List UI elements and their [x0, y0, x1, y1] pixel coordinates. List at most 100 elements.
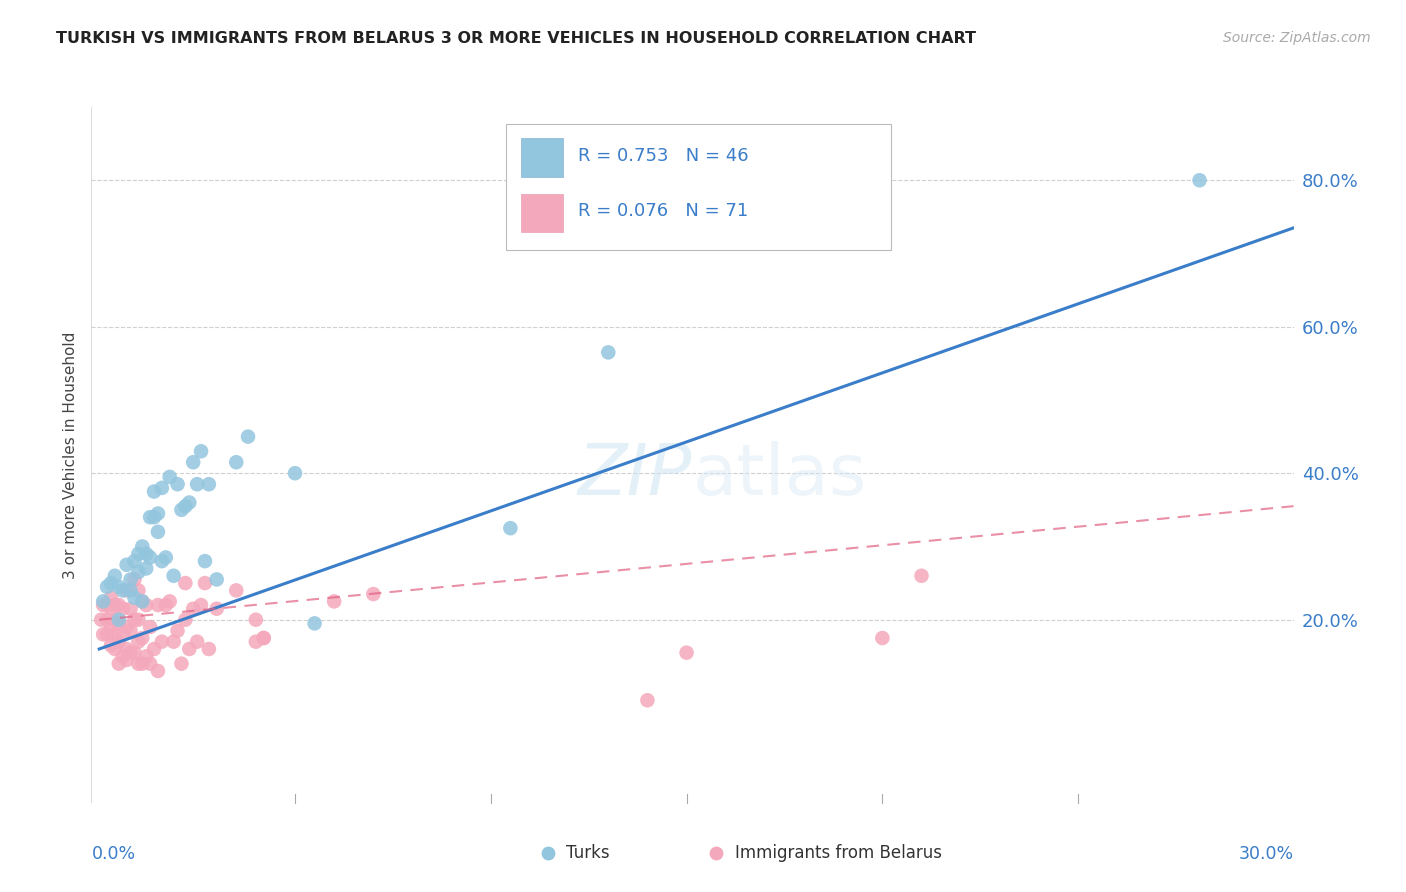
Point	[124, 613, 146, 627]
Point	[135, 561, 157, 575]
Text: 30.0%: 30.0%	[1239, 845, 1294, 863]
Point	[1188, 173, 1211, 187]
Point	[96, 598, 118, 612]
Point	[323, 594, 346, 608]
Point	[100, 601, 122, 615]
Text: Turks: Turks	[567, 844, 610, 862]
Bar	[520, 138, 562, 177]
Point	[194, 554, 217, 568]
Point	[124, 554, 146, 568]
Point	[159, 470, 181, 484]
Point	[245, 613, 267, 627]
Point	[111, 627, 134, 641]
Point	[146, 524, 169, 539]
Point	[181, 455, 204, 469]
Point	[96, 627, 118, 641]
Point	[155, 550, 177, 565]
Text: 0.0%: 0.0%	[91, 845, 135, 863]
Point	[174, 576, 197, 591]
Point	[127, 583, 149, 598]
Point	[131, 631, 153, 645]
Point	[127, 634, 149, 648]
Point	[91, 598, 114, 612]
Point	[174, 613, 197, 627]
Point	[198, 477, 221, 491]
Point	[120, 601, 142, 615]
Point	[190, 598, 212, 612]
Point	[245, 634, 267, 648]
Point	[127, 547, 149, 561]
Point	[198, 642, 221, 657]
Point	[205, 601, 228, 615]
Point	[124, 573, 146, 587]
Point	[120, 573, 142, 587]
Point	[166, 624, 188, 638]
Point	[170, 657, 193, 671]
Bar	[520, 194, 562, 232]
Point	[181, 601, 204, 615]
Point	[162, 568, 184, 582]
Point	[139, 550, 162, 565]
Point	[107, 616, 129, 631]
Point	[150, 554, 173, 568]
Point	[127, 657, 149, 671]
Point	[111, 583, 134, 598]
Point	[131, 594, 153, 608]
Point	[111, 601, 134, 615]
FancyBboxPatch shape	[506, 125, 891, 250]
Point	[107, 613, 129, 627]
Point	[150, 634, 173, 648]
Point	[107, 580, 129, 594]
Point	[135, 547, 157, 561]
Text: R = 0.753   N = 46: R = 0.753 N = 46	[578, 147, 749, 165]
Point	[115, 583, 138, 598]
Point	[150, 481, 173, 495]
Text: TURKISH VS IMMIGRANTS FROM BELARUS 3 OR MORE VEHICLES IN HOUSEHOLD CORRELATION C: TURKISH VS IMMIGRANTS FROM BELARUS 3 OR …	[56, 31, 976, 46]
Point	[91, 594, 114, 608]
Point	[174, 499, 197, 513]
Point	[598, 345, 620, 359]
Point	[304, 616, 326, 631]
Point	[124, 591, 146, 605]
Point	[143, 510, 166, 524]
Point	[96, 613, 118, 627]
Point	[131, 594, 153, 608]
Point	[127, 565, 149, 579]
Point	[910, 568, 932, 582]
Point	[194, 576, 217, 591]
Point	[115, 558, 138, 572]
Point	[135, 598, 157, 612]
Point	[205, 573, 228, 587]
Point	[104, 642, 127, 657]
Point	[100, 638, 122, 652]
Point	[225, 455, 247, 469]
Point	[139, 620, 162, 634]
Point	[146, 598, 169, 612]
Point	[139, 510, 162, 524]
Point	[124, 646, 146, 660]
Point	[253, 631, 276, 645]
Point	[499, 521, 522, 535]
Point	[159, 594, 181, 608]
Point	[166, 477, 188, 491]
Point	[284, 467, 307, 481]
Point	[253, 631, 276, 645]
Point	[104, 627, 127, 641]
Point	[127, 613, 149, 627]
Point	[115, 642, 138, 657]
Point	[91, 627, 114, 641]
Point	[236, 429, 259, 443]
Point	[100, 620, 122, 634]
Point	[186, 634, 208, 648]
Point	[225, 583, 247, 598]
Point	[179, 495, 201, 509]
Point	[131, 540, 153, 554]
Y-axis label: 3 or more Vehicles in Household: 3 or more Vehicles in Household	[63, 331, 79, 579]
Point	[111, 649, 134, 664]
Text: R = 0.076   N = 71: R = 0.076 N = 71	[578, 202, 748, 220]
Point	[146, 664, 169, 678]
Point	[104, 568, 127, 582]
Text: ZIP: ZIP	[578, 442, 692, 510]
Point	[107, 657, 129, 671]
Point	[872, 631, 894, 645]
